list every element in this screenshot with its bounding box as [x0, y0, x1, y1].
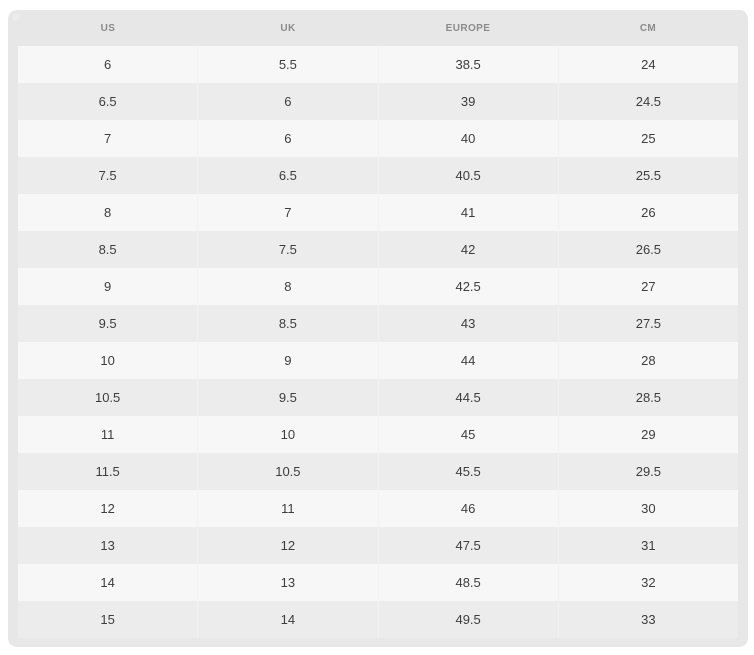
table-row: 10 9 44 28 [18, 342, 738, 379]
table-row: 8 7 41 26 [18, 194, 738, 231]
table-row: 7.5 6.5 40.5 25.5 [18, 157, 738, 194]
table-cell: 7 [198, 194, 379, 231]
table-cell: 8 [198, 268, 379, 305]
table-cell: 26 [641, 205, 656, 220]
table-cell: 9 [198, 342, 379, 379]
table-cell: 12 [18, 490, 199, 527]
table-cell: 42.5 [379, 268, 559, 305]
table-cell: 41 [379, 194, 559, 231]
table-cell: 6.5 [18, 83, 199, 120]
table-cell: 33 [641, 612, 656, 627]
column-header-us: US [100, 22, 116, 34]
table-cell: 39 [379, 83, 559, 120]
table-row: 9 8 42.5 27 [18, 268, 738, 305]
table-cell: 27 [641, 279, 656, 294]
table-cell: 12 [198, 527, 379, 564]
table-cell: 28.5 [635, 390, 662, 405]
table-cell: 38.5 [379, 46, 559, 83]
table-cell: 7.5 [18, 157, 199, 194]
table-cell: 14 [198, 601, 379, 638]
table-cell: 47.5 [379, 527, 559, 564]
table-cell: 15 [18, 601, 199, 638]
table-cell: 40.5 [379, 157, 559, 194]
table-row: 7 6 40 25 [18, 120, 738, 157]
table-cell: 44 [379, 342, 559, 379]
table-cell: 9.5 [18, 305, 199, 342]
size-chart-card: US UK EUROPE CM 6 5.5 38.5 24 6.5 6 39 24.5 7 6 40… [8, 10, 748, 647]
table-cell: 8.5 [198, 305, 379, 342]
table-cell: 27.5 [635, 316, 662, 331]
table-row: 14 13 48.5 32 [18, 564, 738, 601]
size-chart-body: 6 5.5 38.5 24 6.5 6 39 24.5 7 6 40 25 7.5 6.5 40.5 25.5… [18, 46, 738, 638]
table-cell: 24 [641, 57, 656, 72]
column-header-europe: EUROPE [445, 22, 491, 34]
table-cell: 10.5 [198, 453, 379, 490]
table-cell: 48.5 [379, 564, 559, 601]
table-cell: 6.5 [198, 157, 379, 194]
size-chart-header-row: US UK EUROPE CM [18, 10, 738, 46]
table-cell: 42 [379, 231, 559, 268]
table-cell: 7.5 [198, 231, 379, 268]
table-cell: 10 [18, 342, 199, 379]
table-cell: 11 [18, 416, 199, 453]
table-cell: 26.5 [635, 242, 662, 257]
table-row: 12 11 46 30 [18, 490, 738, 527]
table-row: 11.5 10.5 45.5 29.5 [18, 453, 738, 490]
table-cell: 14 [18, 564, 199, 601]
column-header-cm: CM [639, 22, 657, 34]
table-cell: 29.5 [635, 464, 662, 479]
table-cell: 5.5 [198, 46, 379, 83]
table-cell: 8.5 [18, 231, 199, 268]
table-cell: 11 [198, 490, 379, 527]
table-cell: 44.5 [379, 379, 559, 416]
table-cell: 45.5 [379, 453, 559, 490]
table-cell: 49.5 [379, 601, 559, 638]
table-cell: 30 [641, 501, 656, 516]
table-row: 10.5 9.5 44.5 28.5 [18, 379, 738, 416]
table-cell: 10 [198, 416, 379, 453]
table-cell: 25 [641, 131, 656, 146]
column-header-uk: UK [280, 22, 296, 34]
table-row: 13 12 47.5 31 [18, 527, 738, 564]
table-row: 8.5 7.5 42 26.5 [18, 231, 738, 268]
table-cell: 13 [18, 527, 199, 564]
table-cell: 31 [641, 538, 656, 553]
table-cell: 6 [18, 46, 199, 83]
table-cell: 43 [379, 305, 559, 342]
table-cell: 9 [18, 268, 199, 305]
table-cell: 29 [641, 427, 656, 442]
table-row: 6 5.5 38.5 24 [18, 46, 738, 83]
table-cell: 25.5 [635, 168, 662, 183]
table-cell: 9.5 [198, 379, 379, 416]
table-cell: 7 [18, 120, 199, 157]
table-cell: 46 [379, 490, 559, 527]
table-cell: 28 [641, 353, 656, 368]
table-cell: 6 [198, 120, 379, 157]
table-cell: 10.5 [18, 379, 199, 416]
table-cell: 40 [379, 120, 559, 157]
table-row: 11 10 45 29 [18, 416, 738, 453]
corner-glare-decoration [13, 14, 20, 21]
table-row: 6.5 6 39 24.5 [18, 83, 738, 120]
table-cell: 45 [379, 416, 559, 453]
table-cell: 11.5 [18, 453, 199, 490]
table-row: 15 14 49.5 33 [18, 601, 738, 638]
table-cell: 32 [641, 575, 656, 590]
table-cell: 13 [198, 564, 379, 601]
table-cell: 6 [198, 83, 379, 120]
table-row: 9.5 8.5 43 27.5 [18, 305, 738, 342]
table-cell: 8 [18, 194, 199, 231]
table-cell: 24.5 [635, 94, 662, 109]
